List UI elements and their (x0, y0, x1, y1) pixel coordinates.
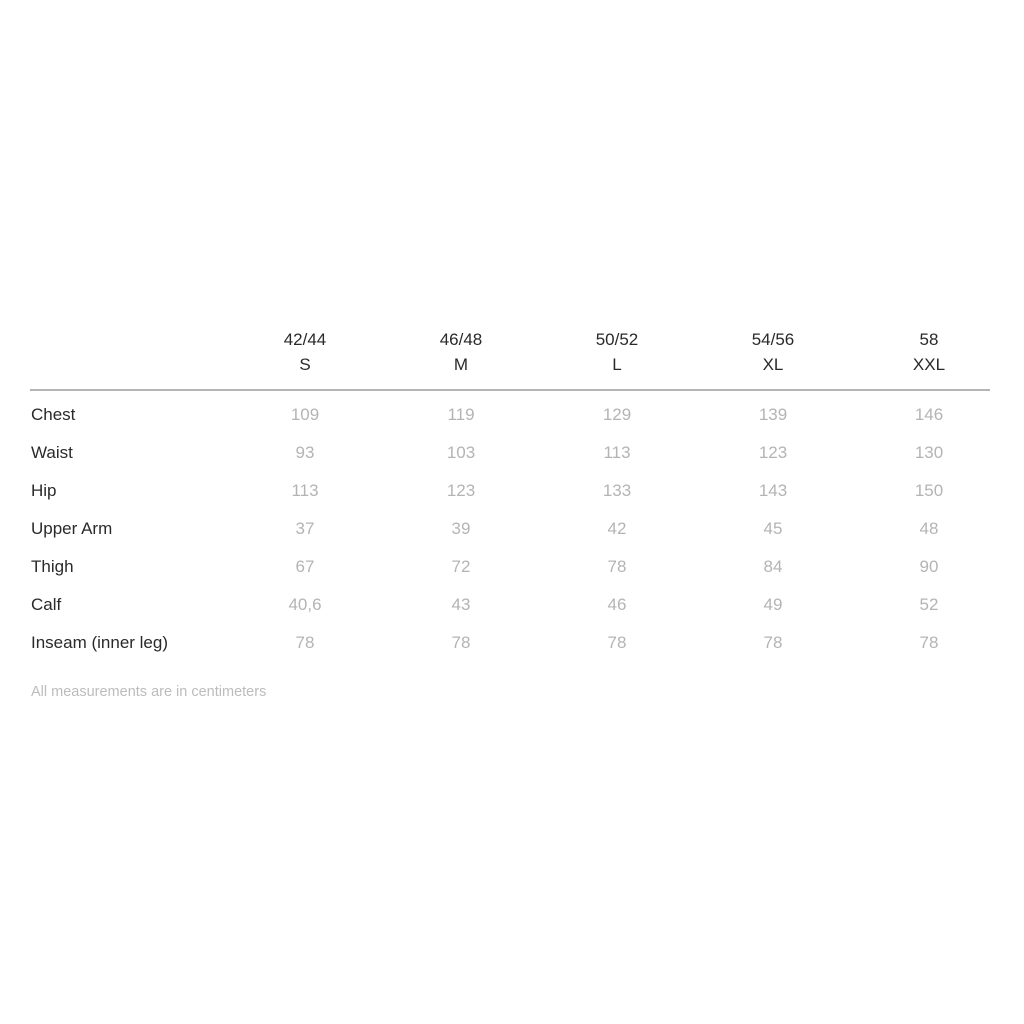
size-eu: 50/52 (595, 330, 639, 349)
size-letter: L (612, 355, 622, 374)
size-letter: XL (762, 355, 784, 374)
row-label: Chest (31, 405, 76, 424)
table-cell: 48 (919, 519, 939, 538)
table-cell: 113 (291, 481, 319, 500)
table-cell: 90 (919, 557, 939, 576)
table-cell: 39 (451, 519, 471, 538)
table-cell: 130 (914, 443, 944, 462)
table-cell: 78 (607, 633, 627, 652)
column-header-m: 46/48 M (391, 327, 531, 377)
table-cell: 103 (446, 443, 476, 462)
table-cell: 45 (763, 519, 783, 538)
size-eu: 58 (919, 330, 939, 349)
table-cell: 42 (607, 519, 627, 538)
column-header-l: 50/52 L (547, 327, 687, 377)
row-label: Thigh (31, 557, 74, 576)
table-cell: 52 (919, 595, 939, 614)
column-header-xxl: 58 XXL (859, 327, 999, 377)
table-cell: 129 (602, 405, 632, 424)
table-cell: 93 (295, 443, 315, 462)
table-cell: 133 (602, 481, 632, 500)
size-eu: 42/44 (283, 330, 327, 349)
row-label: Hip (31, 481, 57, 500)
row-label: Upper Arm (31, 519, 113, 538)
column-header-s: 42/44 S (235, 327, 375, 377)
size-letter: XXL (912, 355, 946, 374)
table-cell: 78 (919, 633, 939, 652)
table-cell: 78 (763, 633, 783, 652)
size-letter: M (453, 355, 469, 374)
table-cell: 119 (447, 405, 475, 424)
table-cell: 84 (763, 557, 783, 576)
table-cell: 146 (914, 405, 944, 424)
table-cell: 150 (914, 481, 944, 500)
table-cell: 37 (295, 519, 315, 538)
header-divider (30, 389, 990, 391)
size-eu: 46/48 (439, 330, 483, 349)
table-cell: 139 (758, 405, 788, 424)
footnote: All measurements are in centimeters (31, 684, 267, 700)
size-eu: 54/56 (751, 330, 795, 349)
table-cell: 143 (758, 481, 788, 500)
row-label: Inseam (inner leg) (31, 633, 169, 652)
table-cell: 78 (607, 557, 627, 576)
column-header-xl: 54/56 XL (703, 327, 843, 377)
row-label: Calf (31, 595, 62, 614)
table-cell: 46 (607, 595, 627, 614)
table-cell: 40,6 (288, 595, 322, 614)
table-cell: 72 (451, 557, 471, 576)
row-label: Waist (31, 443, 73, 462)
size-letter: S (299, 355, 311, 374)
table-cell: 67 (295, 557, 315, 576)
table-cell: 123 (446, 481, 476, 500)
table-cell: 109 (290, 405, 320, 424)
table-cell: 43 (451, 595, 471, 614)
table-cell: 78 (295, 633, 315, 652)
table-cell: 113 (603, 443, 631, 462)
table-cell: 123 (758, 443, 788, 462)
table-cell: 78 (451, 633, 471, 652)
table-cell: 49 (763, 595, 783, 614)
